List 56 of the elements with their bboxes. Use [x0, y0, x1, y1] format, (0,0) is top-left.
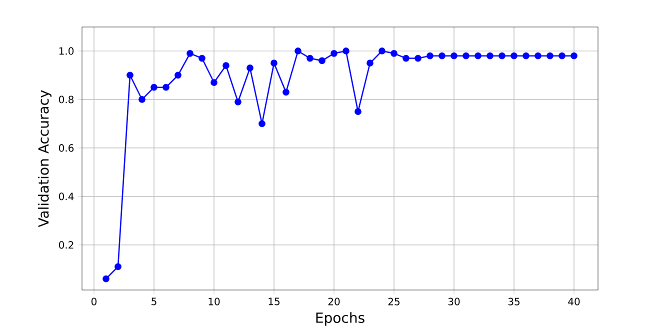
- point: [234, 98, 242, 106]
- y-tick-label: 0.4: [58, 192, 74, 200]
- point: [402, 54, 410, 62]
- point: [378, 48, 386, 54]
- point: [198, 54, 206, 62]
- point: [510, 52, 518, 60]
- point: [210, 79, 218, 86]
- point: [522, 52, 530, 60]
- x-tick-label: 35: [508, 298, 520, 306]
- y-tick-label: 0.6: [58, 144, 74, 152]
- point: [102, 275, 110, 282]
- point: [438, 52, 446, 60]
- x-tick-label: 20: [328, 298, 340, 306]
- x-tick-label: 0: [91, 298, 97, 306]
- point: [426, 52, 434, 60]
- x-tick-label: 15: [268, 298, 280, 306]
- point: [114, 263, 122, 270]
- point: [126, 72, 134, 79]
- point: [474, 52, 482, 60]
- point: [570, 52, 578, 60]
- point: [222, 62, 230, 69]
- point: [486, 52, 494, 60]
- point: [174, 72, 182, 79]
- x-axis-title: Epochs: [316, 312, 364, 326]
- point: [150, 84, 158, 91]
- x-tick-label: 10: [208, 298, 220, 306]
- point: [318, 57, 326, 64]
- point: [330, 50, 338, 57]
- point: [138, 96, 146, 103]
- point: [534, 52, 542, 60]
- y-axis-title: Validation Accuracy: [38, 90, 52, 228]
- point: [294, 48, 302, 54]
- point: [306, 54, 314, 62]
- y-tick-label: 0.2: [58, 241, 74, 249]
- point: [270, 60, 278, 67]
- point: [162, 84, 170, 91]
- point: [186, 50, 194, 57]
- x-tick-label: 5: [152, 298, 156, 306]
- point: [414, 54, 422, 62]
- point: [450, 52, 458, 60]
- point: [246, 64, 254, 72]
- point: [342, 48, 350, 54]
- point: [546, 52, 554, 60]
- x-tick-label: 40: [568, 298, 580, 306]
- y-tick-label: 0.8: [58, 96, 74, 104]
- point: [282, 88, 290, 96]
- point: [558, 52, 566, 60]
- x-tick-label: 25: [388, 298, 400, 306]
- point: [462, 52, 470, 60]
- point: [354, 108, 362, 116]
- x-tick-label: 30: [448, 298, 460, 306]
- point: [258, 120, 266, 128]
- point: [390, 50, 398, 57]
- point: [498, 52, 506, 60]
- point: [366, 60, 374, 67]
- y-tick-label: 1.0: [59, 47, 74, 55]
